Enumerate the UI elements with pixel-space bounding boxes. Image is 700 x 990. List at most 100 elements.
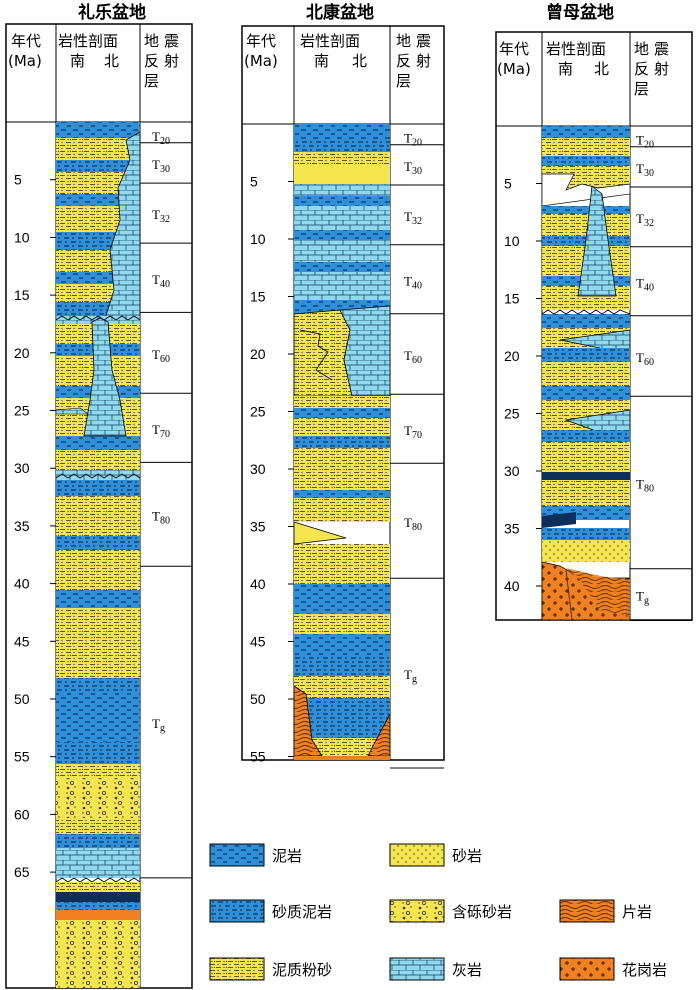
reflector-header: 层 <box>634 80 649 98</box>
legend-item: 砂岩 <box>389 843 482 867</box>
legend-label: 灰岩 <box>452 961 482 979</box>
legend-label: 含砾砂岩 <box>452 903 512 921</box>
age-tick-label: 35 <box>250 519 266 535</box>
age-unit: (Ma) <box>244 52 278 70</box>
reflector-label: T60 <box>636 350 654 368</box>
south-label: 南 <box>70 52 85 70</box>
legend-item: 灰岩 <box>389 957 482 981</box>
reflector-label-main: T <box>636 477 644 492</box>
reflector-label: T20 <box>404 131 422 149</box>
reflector-header: 地 <box>634 40 649 58</box>
reflector-label: T30 <box>404 159 422 177</box>
legend-item: 泥质粉砂 <box>209 957 332 981</box>
age-unit: (Ma) <box>497 60 531 78</box>
age-tick-label: 30 <box>504 463 520 479</box>
legend-item: 泥岩 <box>209 843 302 867</box>
age-tick-label: 40 <box>250 576 266 592</box>
reflector-label: T30 <box>152 157 170 175</box>
reflector-header: 层 <box>144 72 159 90</box>
reflector-label-sub: 80 <box>412 522 422 533</box>
reflector-label-main: T <box>152 422 160 437</box>
reflector-label: T30 <box>636 161 654 179</box>
reflector-label: T70 <box>404 423 422 441</box>
legend-swatch <box>389 957 445 981</box>
reflector-label-sub: 30 <box>644 168 654 179</box>
age-tick-label: 10 <box>250 231 266 247</box>
legend-label: 砂岩 <box>452 847 482 865</box>
age-tick-label: 15 <box>14 287 30 303</box>
reflector-label: T20 <box>636 133 654 151</box>
age-tick-label: 25 <box>14 403 30 419</box>
reflector-header: 地 <box>396 32 411 50</box>
age-tick-label: 25 <box>504 406 520 422</box>
south-label: 南 <box>314 52 329 70</box>
age-and-reflector-labels: 5101520253035404550556065T20T30T32T40T60… <box>14 129 692 880</box>
reflector-label-main: T <box>152 508 160 523</box>
south-label: 南 <box>558 60 573 78</box>
age-tick-label: 30 <box>14 460 30 476</box>
age-header: 年代 <box>499 40 529 58</box>
age-tick-label: 5 <box>250 174 258 190</box>
reflector-label: T32 <box>152 207 170 225</box>
legend-swatch <box>209 957 265 981</box>
basin-title: 曾母盆地 <box>546 2 614 23</box>
reflector-header: 反 <box>396 52 411 70</box>
age-tick-label: 60 <box>14 806 30 822</box>
age-tick-label: 40 <box>504 578 520 594</box>
reflector-label-main: T <box>152 157 160 172</box>
lithology-column <box>55 122 141 988</box>
age-tick-label: 45 <box>14 633 30 649</box>
age-unit: (Ma) <box>8 52 42 70</box>
reflector-label-sub: 40 <box>644 282 654 293</box>
legend-swatch <box>389 843 445 867</box>
reflector-label: T20 <box>152 129 170 147</box>
age-tick-label: 65 <box>14 864 30 880</box>
reflector-label-main: T <box>404 273 412 288</box>
reflector-label: T40 <box>636 275 654 293</box>
reflector-label: T80 <box>404 515 422 533</box>
north-label: 北 <box>352 52 367 70</box>
reflector-header: 反 <box>144 52 159 70</box>
reflector-label-main: T <box>636 161 644 176</box>
age-tick-label: 15 <box>504 291 520 307</box>
reflector-label-sub: 30 <box>160 164 170 175</box>
reflector-label: T32 <box>636 211 654 229</box>
reflector-label-main: T <box>152 129 160 144</box>
legend-swatch <box>559 957 615 981</box>
reflector-label-sub: 20 <box>644 140 654 151</box>
reflector-label: Tg <box>152 716 165 734</box>
legend-swatch <box>209 899 265 923</box>
basin-beikang: 北康盆地 年代 (Ma) 岩性剖面 南 北 地 震 反 射 层 <box>241 2 445 761</box>
legend-swatch <box>209 843 265 867</box>
reflector-label-main: T <box>404 515 412 530</box>
reflector-label-main: T <box>636 211 644 226</box>
reflector-label-sub: 32 <box>644 218 654 229</box>
reflector-label-sub: 20 <box>412 138 422 149</box>
section-header: 岩性剖面 <box>300 32 360 50</box>
north-label: 北 <box>104 52 119 70</box>
section-header: 岩性剖面 <box>546 40 606 58</box>
basin-zengmu: 曾母盆地 年代 (Ma) 岩性剖面 南 北 地 震 反 射 层 <box>495 2 693 621</box>
legend-label: 花岗岩 <box>622 961 667 979</box>
age-tick-label: 25 <box>250 404 266 420</box>
legend-label: 片岩 <box>622 903 652 921</box>
reflector-label-sub: 70 <box>160 429 170 440</box>
reflector-label-sub: 20 <box>160 136 170 147</box>
age-tick-label: 10 <box>504 233 520 249</box>
reflector-label-sub: 80 <box>160 515 170 526</box>
reflector-label-main: T <box>636 350 644 365</box>
reflector-header: 射 <box>416 52 431 70</box>
reflector-label-sub: 60 <box>160 354 170 365</box>
north-label: 北 <box>594 60 609 78</box>
reflector-label-main: T <box>152 207 160 222</box>
reflector-label-sub: 60 <box>412 355 422 366</box>
reflector-label: Tg <box>636 589 649 607</box>
reflector-label-main: T <box>404 131 412 146</box>
reflector-label-sub: 70 <box>412 430 422 441</box>
reflector-label: T32 <box>404 209 422 227</box>
legend-label: 泥质粉砂 <box>272 961 332 979</box>
age-tick-label: 5 <box>504 176 512 192</box>
age-tick-label: 55 <box>14 749 30 765</box>
legend-swatch <box>389 899 445 923</box>
